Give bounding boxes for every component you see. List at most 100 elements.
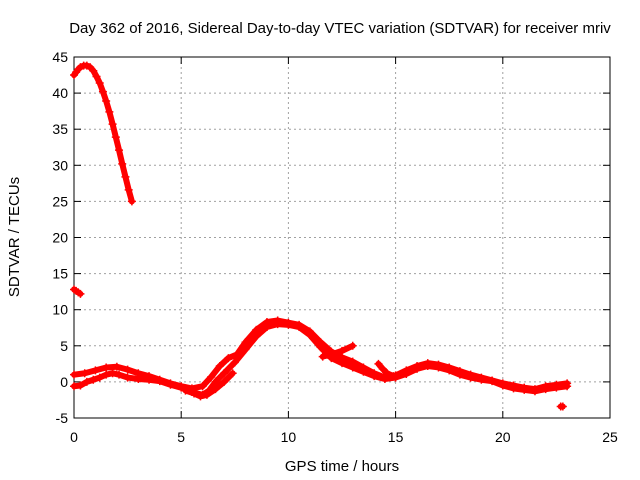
data-point (121, 172, 130, 181)
data-point (252, 325, 261, 334)
y-tick-label: 45 (52, 49, 68, 65)
x-tick-label: 25 (602, 429, 618, 445)
series-track-early-high (70, 61, 136, 206)
data-point (102, 363, 111, 372)
data-point (224, 354, 233, 363)
data-point (413, 362, 422, 371)
x-tick-label: 20 (495, 429, 511, 445)
series-track-branch-dip (181, 369, 237, 401)
data-point (232, 350, 241, 359)
series-track-end-23h (556, 402, 567, 411)
data-point (115, 146, 124, 155)
data-point (488, 376, 497, 385)
data-point (108, 120, 117, 129)
series-track-short-12 (70, 285, 85, 298)
data-point (108, 369, 117, 378)
data-point (76, 381, 85, 390)
data-point (327, 350, 336, 359)
data-point (207, 372, 216, 381)
data-point (123, 373, 132, 382)
data-point (558, 402, 567, 411)
data-point (318, 352, 327, 361)
y-tick-label: 20 (52, 230, 68, 246)
data-point (402, 366, 411, 375)
data-point (166, 379, 175, 388)
data-point (338, 346, 346, 355)
data-point (102, 370, 111, 379)
series-line (71, 62, 135, 205)
data-point (498, 379, 507, 388)
data-point (477, 373, 486, 382)
data-point (177, 382, 186, 391)
data-point (530, 385, 539, 394)
data-point (181, 386, 190, 395)
y-tick-label: 30 (52, 157, 68, 173)
data-point (124, 185, 133, 194)
data-point (112, 362, 121, 371)
data-point (202, 390, 211, 399)
data-point (95, 78, 104, 87)
data-point (370, 369, 379, 378)
data-point (520, 383, 529, 392)
data-point (230, 358, 239, 367)
data-point (348, 357, 357, 366)
data-point (273, 316, 282, 325)
data-point (211, 385, 220, 394)
data-point (89, 375, 98, 384)
data-point (466, 370, 475, 379)
data-point (134, 369, 143, 378)
y-tick-label: 25 (52, 193, 68, 209)
y-tick-label: 0 (60, 374, 68, 390)
data-point (316, 338, 325, 347)
data-layer (70, 61, 572, 411)
data-point (383, 369, 392, 378)
data-point (445, 363, 454, 372)
data-point (220, 369, 229, 378)
data-point (262, 317, 271, 326)
data-point (80, 369, 89, 378)
x-tick-label: 15 (388, 429, 404, 445)
data-point (70, 370, 78, 379)
x-tick-label: 10 (281, 429, 297, 445)
data-point (89, 66, 98, 75)
series-line (319, 342, 356, 360)
y-tick-label: -5 (56, 410, 69, 426)
data-point (552, 380, 561, 389)
y-tick-label: 35 (52, 121, 68, 137)
data-point (82, 377, 91, 386)
grid-lines (74, 57, 610, 418)
data-point (95, 373, 104, 382)
data-point (118, 159, 127, 168)
data-point (76, 289, 85, 298)
data-point (509, 381, 518, 390)
series-track-main-a (70, 320, 572, 399)
data-point (196, 392, 205, 401)
data-point (145, 372, 154, 381)
data-point (155, 375, 164, 384)
data-point (374, 359, 383, 368)
data-point (541, 382, 550, 391)
series-line (71, 321, 571, 398)
data-point (215, 362, 224, 371)
data-point (111, 133, 120, 142)
data-point (455, 367, 464, 376)
data-point (105, 107, 114, 116)
data-point (359, 363, 368, 372)
data-point (211, 377, 220, 386)
data-point (220, 377, 229, 386)
data-point (190, 389, 199, 398)
data-point (284, 318, 293, 327)
data-point (295, 320, 304, 329)
data-point (198, 382, 207, 391)
data-point (102, 97, 111, 106)
data-point (228, 369, 237, 378)
data-point (305, 327, 314, 336)
y-tick-label: 15 (52, 266, 68, 282)
axis-ticks (73, 56, 611, 419)
data-point (348, 341, 357, 350)
data-point (389, 372, 398, 381)
chart-title: Day 362 of 2016, Sidereal Day-to-day VTE… (69, 20, 611, 37)
y-tick-label: 5 (60, 338, 68, 354)
data-point (92, 72, 101, 81)
